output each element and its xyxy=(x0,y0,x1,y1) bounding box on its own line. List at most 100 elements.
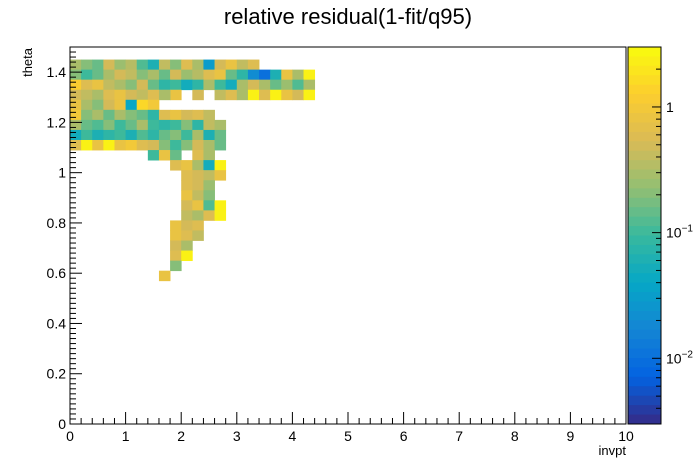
heatmap-cell xyxy=(281,89,293,101)
x-tick-label: 1 xyxy=(122,428,130,444)
colorbar-band xyxy=(628,178,661,189)
heatmap-cell xyxy=(81,89,93,101)
heatmap-cell xyxy=(281,79,293,91)
heatmap-cell xyxy=(170,59,182,71)
colorbar-band xyxy=(628,301,661,312)
heatmap-cell xyxy=(203,129,215,141)
colorbar-band xyxy=(628,310,661,321)
heatmap-cell xyxy=(247,79,260,91)
heatmap-cell xyxy=(192,139,204,151)
heatmap-cell xyxy=(170,69,182,81)
colorbar-band xyxy=(628,112,661,123)
chart-title: relative residual(1-fit/q95) xyxy=(224,4,472,29)
colorbar-band xyxy=(628,292,661,302)
x-tick-label: 5 xyxy=(344,428,352,444)
heatmap-cell xyxy=(214,89,227,101)
colorbar-band xyxy=(628,367,661,378)
heatmap-cell xyxy=(70,99,82,111)
heatmap-cell xyxy=(103,109,115,121)
heatmap-cell xyxy=(158,109,171,121)
y-tick-label: 0.6 xyxy=(47,265,67,281)
heatmap-cell xyxy=(136,139,149,151)
heatmap-cell xyxy=(170,119,182,131)
heatmap-cell xyxy=(70,139,82,151)
heatmap-cell xyxy=(192,220,204,231)
heatmap-cell xyxy=(181,129,193,141)
heatmap-cell xyxy=(192,210,204,221)
heatmap-cell xyxy=(303,79,316,91)
x-tick-label: 4 xyxy=(289,428,297,444)
heatmap-cell xyxy=(192,109,204,121)
heatmap-cell xyxy=(214,210,227,221)
heatmap-cell xyxy=(203,139,215,151)
heatmap-cell xyxy=(158,270,171,282)
heatmap-cell xyxy=(70,59,82,71)
heatmap-cell xyxy=(247,69,260,81)
heatmap-cell xyxy=(192,129,204,141)
heatmap-cell xyxy=(214,59,227,71)
heatmap-cell xyxy=(158,150,171,161)
heatmap-cell xyxy=(103,79,115,91)
x-tick-label: 9 xyxy=(567,428,575,444)
heatmap-cell xyxy=(170,230,182,241)
heatmap-cell xyxy=(70,79,82,91)
heatmap-cell xyxy=(181,79,193,91)
heatmap-cell xyxy=(170,129,182,141)
heatmap-cell xyxy=(214,119,227,131)
heatmap-cell xyxy=(125,109,138,121)
x-tick-label: 7 xyxy=(455,428,463,444)
heatmap-cell xyxy=(103,129,115,141)
heatmap-cell xyxy=(81,69,93,81)
heatmap-cell xyxy=(192,200,204,211)
heatmap-cell xyxy=(70,129,82,141)
heatmap-cell xyxy=(181,190,193,201)
heatmap-cell xyxy=(203,119,215,131)
y-axis: 0 0.2 0.4 0.6 0.8 1 1.2 1.4 xyxy=(47,46,82,432)
heatmap-cell xyxy=(170,260,182,272)
heatmap-cell xyxy=(114,59,126,71)
heatmap-cell xyxy=(192,119,204,131)
heatmap-cell xyxy=(181,119,193,131)
y-tick-label: 1.2 xyxy=(47,114,67,130)
heatmap-cell xyxy=(203,170,215,181)
colorbar-band xyxy=(628,94,661,105)
x-tick-label: 3 xyxy=(233,428,241,444)
heatmap-cell xyxy=(81,109,93,121)
colorbar-band xyxy=(628,254,661,265)
heatmap-cell xyxy=(81,59,93,71)
colorbar-band xyxy=(628,395,661,406)
heatmap-cell xyxy=(170,79,182,91)
x-tick-label: 8 xyxy=(511,428,519,444)
heatmap-cell xyxy=(214,200,227,211)
y-tick-label: 1.4 xyxy=(47,64,67,80)
colorbar-band xyxy=(628,376,661,387)
x-tick-label: 0 xyxy=(66,428,74,444)
heatmap-cell xyxy=(203,69,215,81)
heatmap-cell xyxy=(181,59,193,71)
heatmap-cell xyxy=(203,180,215,191)
heatmap-cell xyxy=(170,109,182,121)
colorbar-band xyxy=(628,329,661,340)
colorbar-band xyxy=(628,414,661,425)
heatmap-cell xyxy=(292,69,304,81)
colorbar-band xyxy=(628,188,661,199)
colorbar-band xyxy=(628,197,661,208)
heatmap-cell xyxy=(192,180,204,191)
heatmap-cell xyxy=(225,69,238,81)
colorbar-band xyxy=(628,169,661,180)
colorbar-band xyxy=(628,235,661,246)
heatmap-cell xyxy=(303,89,316,101)
heatmap-cell xyxy=(236,59,249,71)
heatmap-cell xyxy=(214,129,227,141)
heatmap-cell xyxy=(92,99,104,111)
heatmap-cell xyxy=(214,79,227,91)
heatmap-cell xyxy=(147,59,160,71)
x-tick-label: 10 xyxy=(618,428,634,444)
heatmap-cell xyxy=(247,59,260,71)
x-tick-label: 6 xyxy=(400,428,408,444)
heatmap-cell xyxy=(247,89,260,101)
heatmap-cell xyxy=(236,79,249,91)
heatmap-cell xyxy=(114,109,126,121)
heatmap-cell xyxy=(70,119,82,131)
heatmap-cell xyxy=(181,250,193,262)
